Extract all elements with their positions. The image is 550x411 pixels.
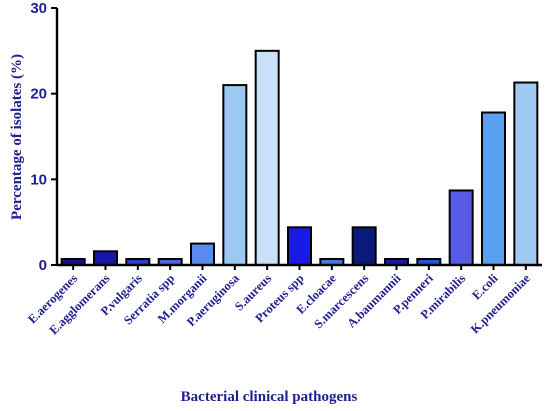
- bars-group: [60, 49, 539, 267]
- y-tick-label: 30: [30, 0, 47, 17]
- bar-p-aeruginosa: [222, 84, 248, 266]
- bar-e-agglomerans: [93, 250, 118, 267]
- x-axis-tick-labels: E.aerogenesE.agglomeransP.vulgarisSerrat…: [25, 265, 533, 337]
- bar-k-pneumoniae: [513, 81, 539, 266]
- bar-s-aureus: [254, 49, 280, 267]
- y-tick-label: 10: [30, 171, 47, 188]
- x-axis-title: Bacterial clinical pathogens: [181, 389, 358, 405]
- bar-s-marcescens: [351, 226, 377, 267]
- y-axis-ticks: 0 10 20 30: [30, 0, 57, 274]
- bar-m-morganii: [190, 242, 215, 266]
- y-axis-title: Percentage of isolates (%): [9, 54, 25, 220]
- bar-e-coli: [481, 111, 506, 266]
- x-tick-label: K.pneumoniae: [468, 271, 533, 336]
- bar-p-mirabilis: [448, 189, 474, 266]
- y-tick-label: 20: [30, 86, 47, 103]
- y-tick-label: 0: [39, 257, 47, 274]
- bar-proteus-spp: [287, 226, 312, 267]
